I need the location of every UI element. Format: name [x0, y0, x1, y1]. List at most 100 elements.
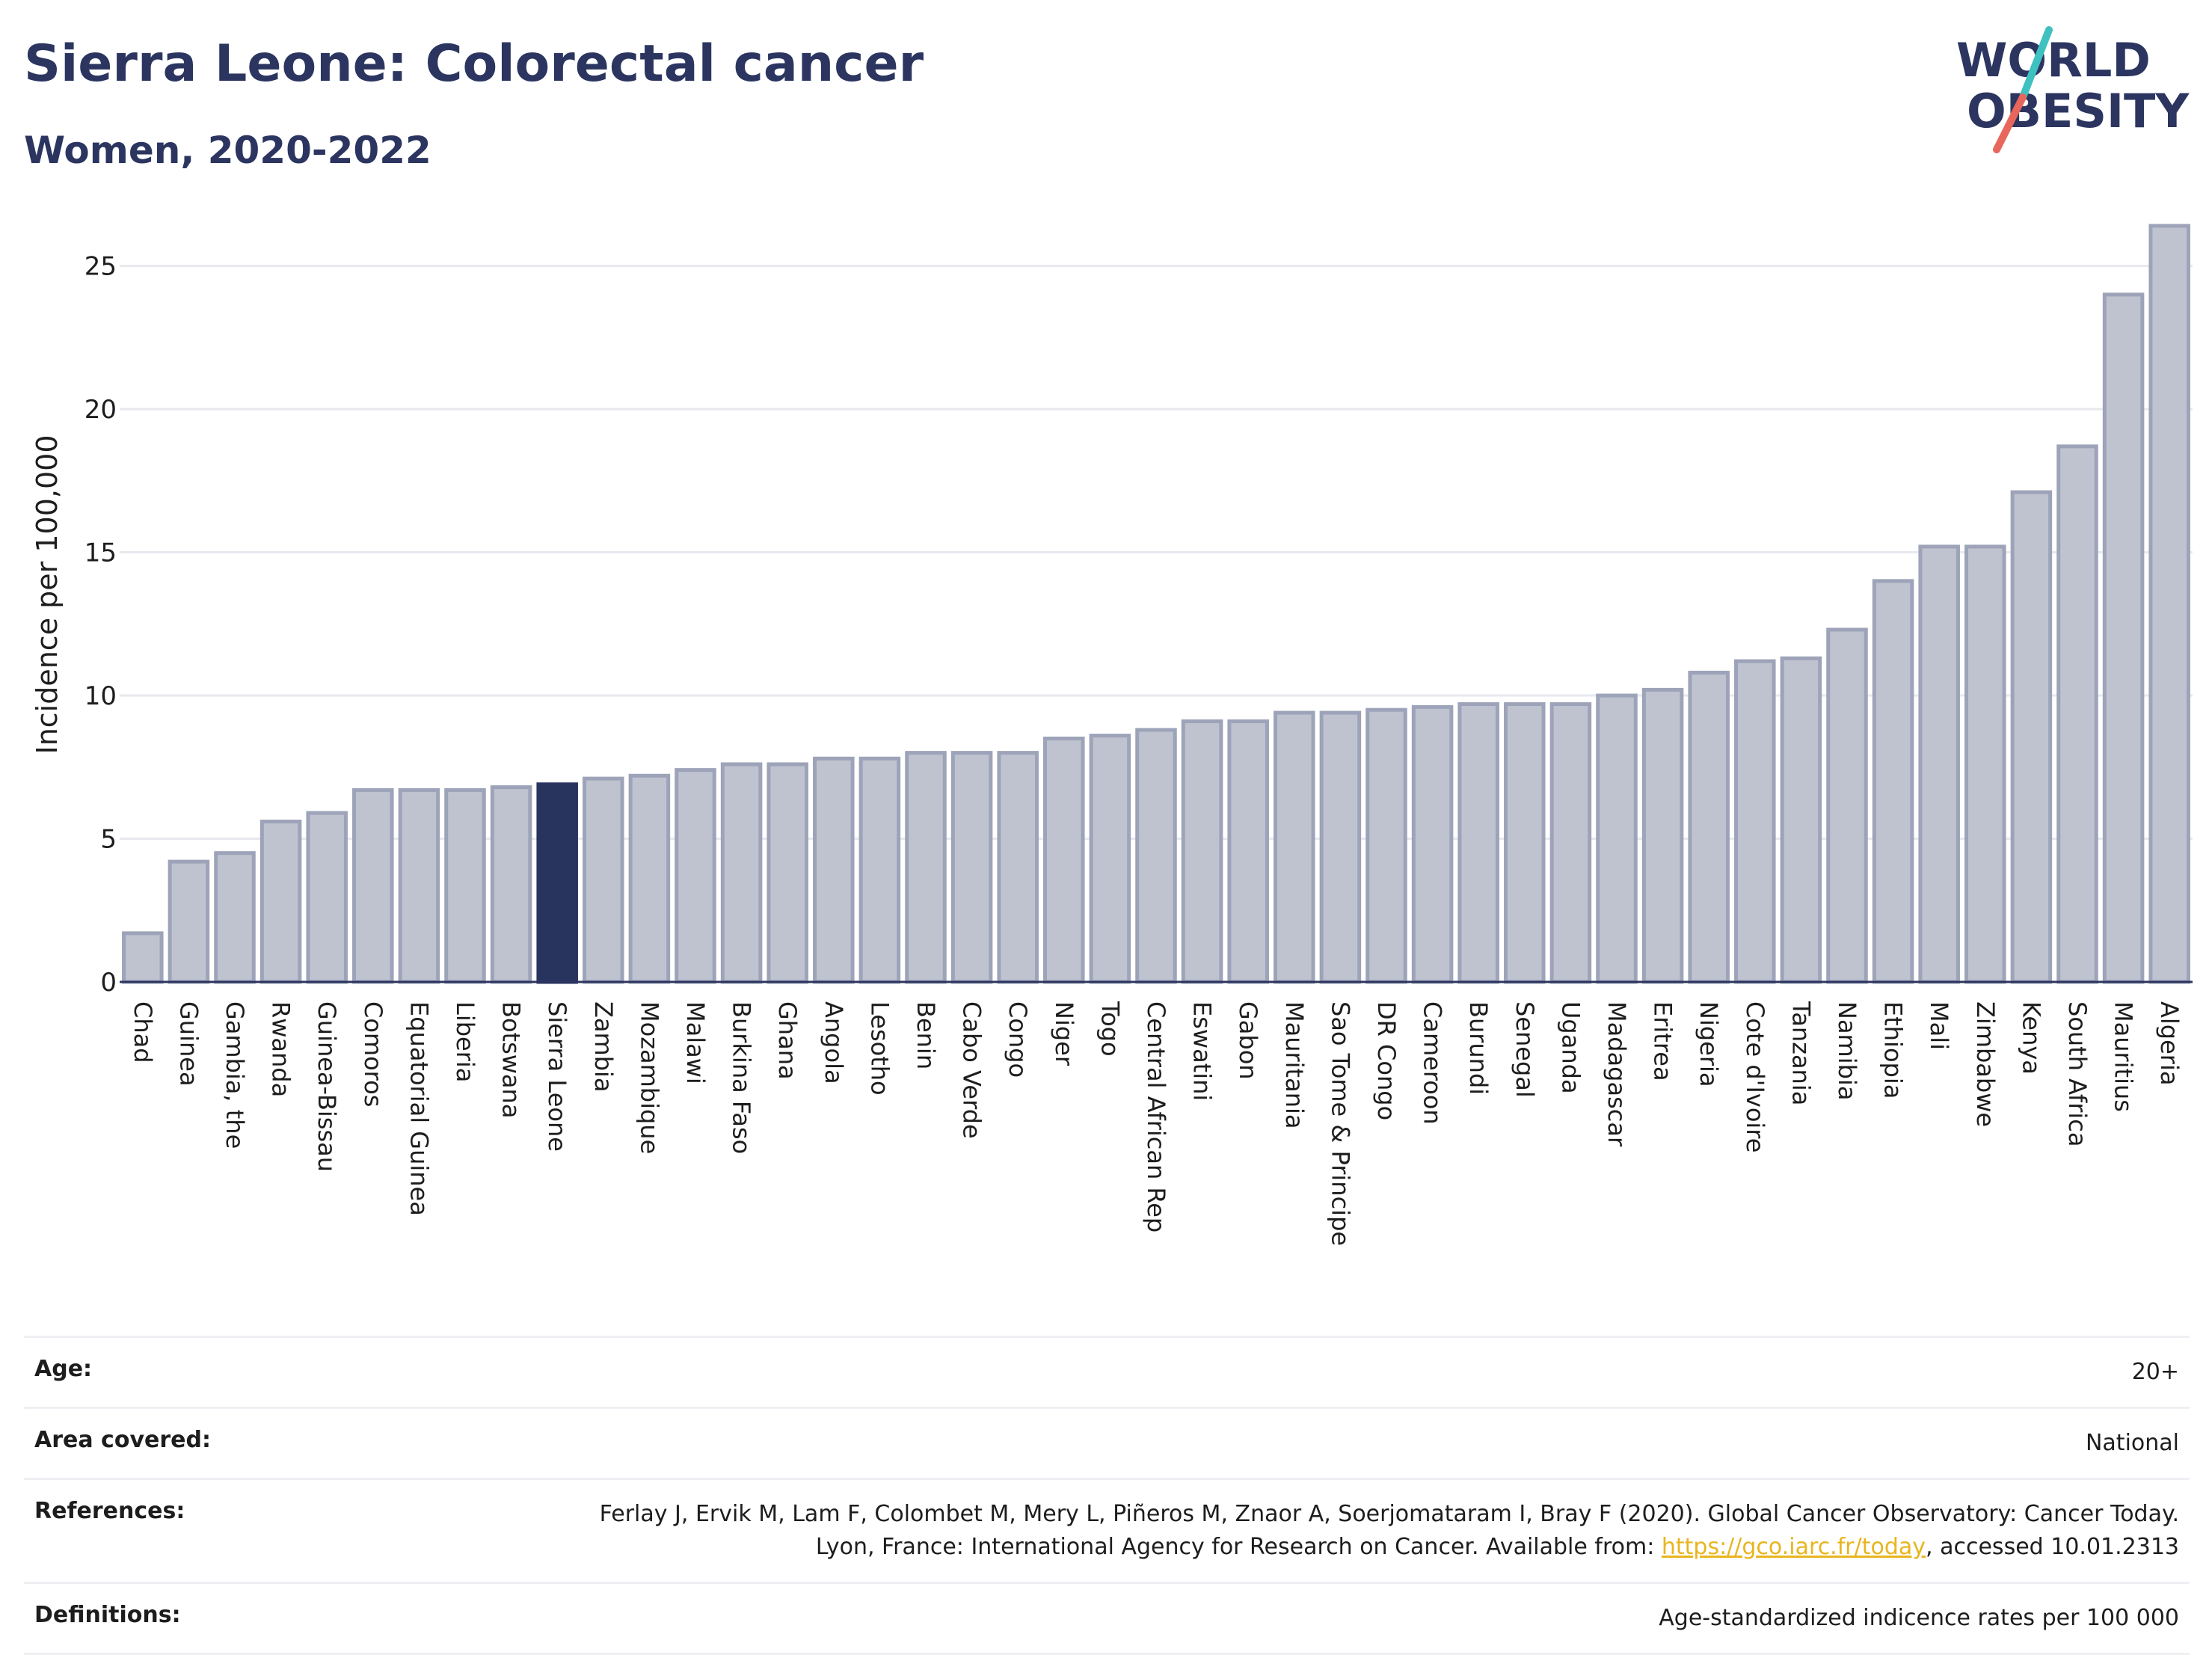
- x-tick-label: Congo: [1004, 1001, 1032, 1078]
- bar: [628, 773, 671, 984]
- x-tick-label: Algeria: [2155, 1001, 2184, 1085]
- y-tick-label: 0: [100, 968, 117, 998]
- x-tick-label: Togo: [1096, 1001, 1124, 1057]
- age-label: Age:: [34, 1356, 93, 1382]
- bar: [490, 785, 532, 984]
- x-tick-label: Cabo Verde: [958, 1001, 986, 1139]
- bar: [997, 751, 1039, 984]
- logo-slash-top: [2019, 26, 2053, 101]
- x-tick-label: Gabon: [1234, 1001, 1262, 1080]
- x-tick-label: Burkina Faso: [728, 1001, 756, 1154]
- x-tick-label: DR Congo: [1372, 1001, 1401, 1120]
- bar: [352, 787, 394, 984]
- bar: [2010, 490, 2053, 984]
- bar: [1826, 627, 1868, 984]
- x-tick-label: Eswatini: [1188, 1001, 1217, 1101]
- y-axis-label: Incidence per 100,000: [31, 435, 64, 754]
- x-tick-label: Niger: [1050, 1001, 1078, 1066]
- bar: [1872, 579, 1914, 984]
- bar: [214, 851, 256, 984]
- references-link[interactable]: https://gco.iarc.fr/today: [1661, 1534, 1926, 1560]
- x-tick-label: Mali: [1925, 1001, 1953, 1050]
- x-tick-label: Malawi: [681, 1001, 710, 1084]
- x-tick-label: Madagascar: [1603, 1001, 1631, 1147]
- bar-highlight: [536, 782, 578, 984]
- x-tick-label: Tanzania: [1787, 1001, 1815, 1105]
- bar: [122, 931, 164, 984]
- x-tick-label: Comoros: [359, 1001, 387, 1107]
- x-tick-label: Sao Tome & Principe: [1326, 1001, 1354, 1246]
- x-tick-label: Guinea: [174, 1001, 203, 1087]
- x-tick-label: Liberia: [451, 1001, 479, 1082]
- x-tick-label: Mauritania: [1280, 1001, 1309, 1129]
- x-tick-label: Senegal: [1511, 1001, 1539, 1098]
- x-tick-label: Kenya: [2017, 1001, 2045, 1075]
- x-tick-label: Rwanda: [267, 1001, 295, 1097]
- x-tick-label: Botswana: [497, 1001, 526, 1118]
- logo-line1: WORLD: [1956, 33, 2151, 87]
- bar: [905, 751, 947, 984]
- bar: [2102, 292, 2145, 984]
- bar: [1319, 710, 1362, 984]
- x-tick-label: Ghana: [773, 1001, 802, 1080]
- info-table: Age: 20+ Area covered: National Referenc…: [24, 1336, 2190, 1655]
- references-text: Ferlay J, Ervik M, Lam F, Colombet M, Me…: [599, 1501, 2179, 1560]
- x-tick-label: Cote d'Ivoire: [1741, 1001, 1769, 1152]
- logo-slash-bottom: [1993, 93, 2027, 153]
- x-tick-label: Zimbabwe: [1971, 1001, 2000, 1127]
- bar: [1641, 687, 1684, 984]
- x-tick-label: Burundi: [1464, 1001, 1493, 1095]
- bar: [720, 762, 763, 984]
- bar: [1365, 707, 1407, 984]
- x-tick-label: Central African Rep: [1142, 1001, 1170, 1232]
- references-value: Ferlay J, Ervik M, Lam F, Colombet M, Me…: [579, 1498, 2179, 1564]
- references-label: References:: [34, 1498, 185, 1524]
- bar: [1457, 702, 1499, 984]
- definitions-label: Definitions:: [34, 1602, 181, 1628]
- bar: [306, 811, 348, 984]
- bar: [1411, 704, 1454, 984]
- x-tick-label: Guinea-Bissau: [313, 1001, 341, 1172]
- bar: [2148, 224, 2190, 984]
- x-tick-label: Benin: [912, 1001, 940, 1069]
- info-row-references: References: Ferlay J, Ervik M, Lam F, Co…: [24, 1478, 2190, 1582]
- bar: [398, 787, 440, 984]
- bar: [1089, 734, 1131, 984]
- info-row-area: Area covered: National: [24, 1407, 2190, 1478]
- x-tick-label: Ethiopia: [1879, 1001, 1908, 1099]
- x-tick-label: Zambia: [589, 1001, 618, 1093]
- bar: [1780, 656, 1822, 984]
- area-label: Area covered:: [34, 1427, 211, 1453]
- bar: [766, 762, 808, 984]
- bar-chart: 0 5 10 15 20 25 Chad Guinea Gambia, the Rwanda Gui…: [31, 224, 2193, 1246]
- bar: [259, 820, 302, 984]
- bar: [1918, 544, 1960, 984]
- bar: [583, 776, 624, 984]
- bar: [1688, 670, 1730, 984]
- chart-title: Sierra Leone: Colorectal cancer: [24, 34, 924, 93]
- chart-subtitle: Women, 2020-2022: [24, 129, 431, 172]
- bar: [168, 859, 210, 984]
- x-tick-label: Lesotho: [865, 1001, 894, 1096]
- x-tick-label: Gambia, the: [221, 1001, 249, 1149]
- info-row-age: Age: 20+: [24, 1336, 2190, 1407]
- bar: [2056, 444, 2098, 984]
- x-tick-label: Angola: [820, 1001, 848, 1084]
- bar: [1964, 544, 2006, 984]
- x-tick-label: Equatorial Guinea: [405, 1001, 433, 1216]
- bar: [1596, 693, 1638, 984]
- y-tick-label: 15: [85, 538, 117, 568]
- bar: [1549, 702, 1592, 984]
- bar: [1043, 736, 1085, 984]
- x-tick-label: Chad: [129, 1001, 157, 1063]
- bar: [675, 768, 716, 984]
- age-value: 20+: [2131, 1359, 2179, 1385]
- bar: [1181, 719, 1223, 984]
- definitions-value: Age-standardized indicence rates per 100…: [1659, 1605, 2179, 1631]
- x-tick-label: Cameroon: [1419, 1001, 1447, 1125]
- info-row-definitions: Definitions: Age-standardized indicence …: [24, 1582, 2190, 1655]
- x-tick-label: Mauritius: [2110, 1001, 2138, 1112]
- bar: [444, 787, 486, 984]
- x-tick-label: Nigeria: [1695, 1001, 1723, 1087]
- x-tick-label: South Africa: [2063, 1001, 2092, 1146]
